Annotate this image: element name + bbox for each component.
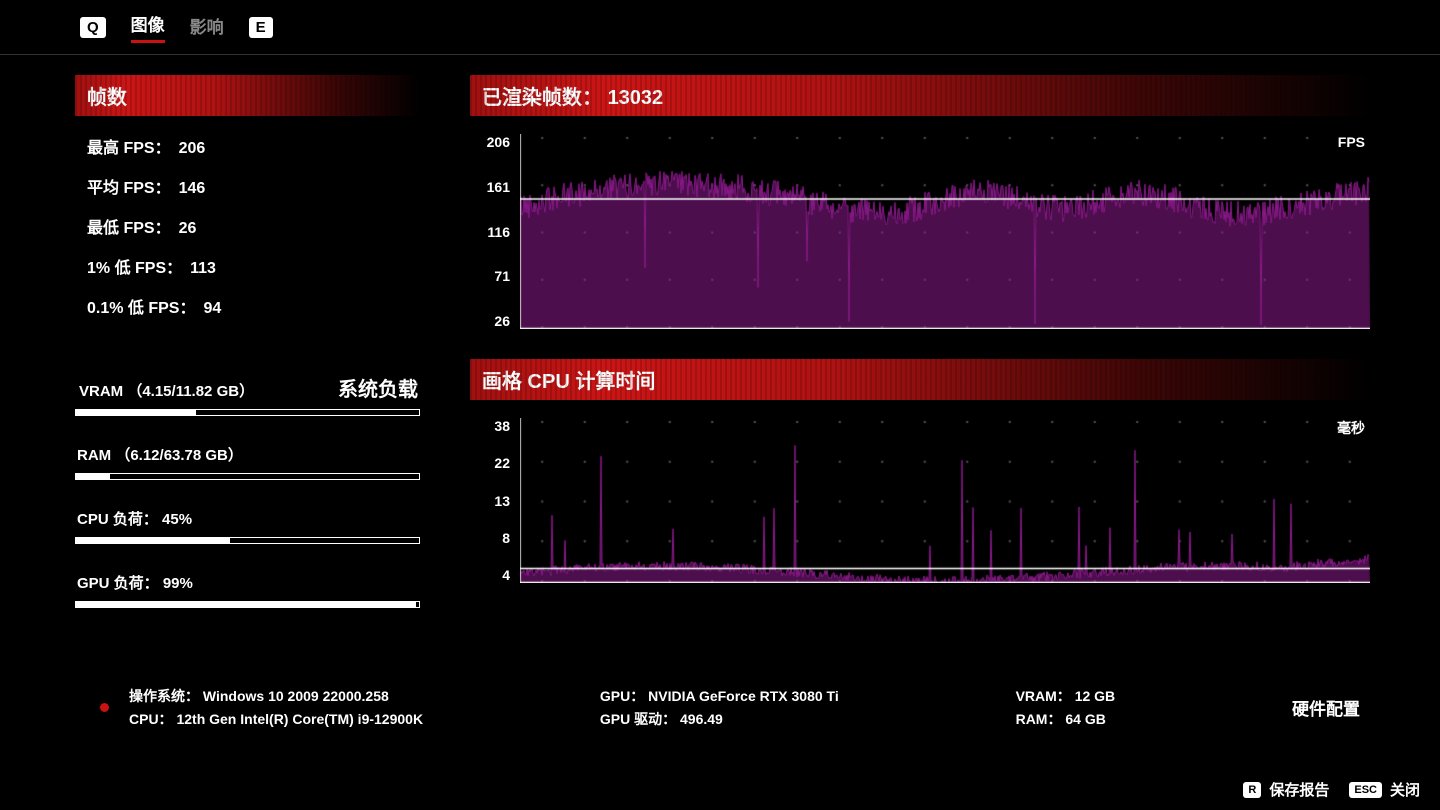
fps-chart (520, 134, 1370, 329)
vram-label: VRAM （4.15/11.82 GB） (77, 380, 254, 401)
fps-section-header: 帧数 (75, 75, 420, 116)
top-tab-bar: Q 图像 影响 E (0, 0, 1440, 55)
rendered-frames-header: 已渲染帧数： 13032 (470, 75, 1370, 116)
tab-image[interactable]: 图像 (131, 11, 165, 43)
vram-info: VRAM： 12 GB (1016, 685, 1116, 707)
gpu-info: GPU： NVIDIA GeForce RTX 3080 Ti (600, 685, 839, 707)
key-hint-q: Q (80, 17, 106, 38)
load-label: GPU 负荷： 99% (75, 572, 420, 593)
key-hint-esc: ESC (1349, 782, 1382, 798)
footer-actions: R 保存报告 ESC 关闭 (1243, 779, 1420, 800)
fps-stat-row: 最高 FPS：206 (75, 134, 420, 158)
record-dot-icon (100, 703, 109, 712)
save-report-button[interactable]: R 保存报告 (1243, 779, 1329, 800)
sysload-title: 系统负载 (338, 373, 418, 402)
load-bar (75, 601, 420, 608)
fps-chart-unit: FPS (1338, 134, 1365, 150)
gpu-driver-info: GPU 驱动： 496.49 (600, 708, 839, 730)
vram-bar (75, 409, 420, 416)
ram-info: RAM： 64 GB (1016, 708, 1116, 730)
cpu-frame-time-header: 画格 CPU 计算时间 (470, 359, 1370, 400)
fps-stat-row: 1% 低 FPS：113 (75, 254, 420, 278)
key-hint-r: R (1243, 782, 1261, 798)
fps-stat-row: 0.1% 低 FPS：94 (75, 294, 420, 318)
close-button[interactable]: ESC 关闭 (1349, 779, 1420, 800)
hardware-info-bar: 操作系统： Windows 10 2009 22000.258 CPU： 12t… (100, 685, 1360, 730)
cpu-chart-yaxis: 38221384 (470, 418, 520, 583)
fps-chart-yaxis: 2061611167126 (470, 134, 520, 329)
cpu-chart-unit: 毫秒 (1337, 418, 1365, 438)
rendered-frames-label: 已渲染帧数： (482, 87, 602, 109)
key-hint-e: E (249, 17, 273, 38)
os-info: 操作系统： Windows 10 2009 22000.258 (129, 685, 423, 707)
load-bar (75, 537, 420, 544)
load-label: CPU 负荷： 45% (75, 508, 420, 529)
hardware-config-title: 硬件配置 (1292, 695, 1360, 720)
fps-stat-row: 平均 FPS：146 (75, 174, 420, 198)
load-bar (75, 473, 420, 480)
rendered-frames-value: 13032 (608, 87, 664, 109)
cpu-info: CPU： 12th Gen Intel(R) Core(TM) i9-12900… (129, 708, 423, 730)
tab-impact[interactable]: 影响 (190, 13, 224, 42)
fps-stat-row: 最低 FPS：26 (75, 214, 420, 238)
cpu-chart (520, 418, 1370, 583)
load-label: RAM （6.12/63.78 GB） (75, 444, 420, 465)
